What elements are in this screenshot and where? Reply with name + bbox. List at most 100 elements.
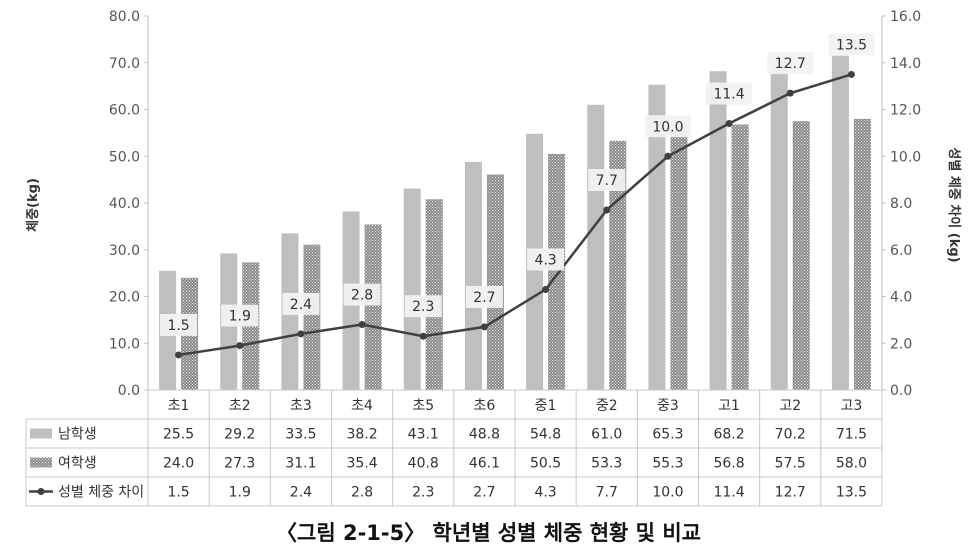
table-cell: 57.5 [775, 456, 806, 472]
table-cell: 24.0 [163, 456, 194, 472]
y-tick-label: 80.0 [109, 9, 140, 25]
table-cell: 48.8 [469, 427, 500, 443]
data-label-box [706, 82, 753, 105]
table-cell: 54.8 [530, 427, 561, 443]
data-label-layer: 1.5 1.9 2.4 2.8 2.3 2.7 4.3 7.7 10.0 11.4 12.7 13.5 [160, 33, 875, 336]
table-cell: 61.0 [591, 427, 622, 443]
data-label: 2.7 [473, 290, 495, 306]
bar-boys [709, 71, 727, 390]
y-right-tick-label: 12.0 [890, 103, 921, 119]
y-tick-label: 20.0 [109, 290, 140, 306]
table-cell: 25.5 [163, 427, 194, 443]
data-label: 1.5 [167, 318, 189, 334]
bar-girls [548, 153, 566, 390]
y-tick-label: 60.0 [109, 103, 140, 119]
point-diff [297, 330, 305, 338]
bar-girls [303, 244, 321, 390]
bar-boys [464, 161, 482, 390]
y-right-tick-label: 16.0 [890, 9, 921, 25]
bar-boys [403, 188, 421, 390]
data-label: 1.9 [229, 309, 251, 325]
table-cell: 10.0 [652, 485, 683, 501]
table-cell: 55.3 [652, 456, 683, 472]
y-tick-label: 0.0 [118, 383, 140, 399]
table-cell: 58.0 [836, 456, 867, 472]
data-label-box [767, 52, 814, 75]
table-cell: 70.2 [775, 427, 806, 443]
table-cell: 31.1 [285, 456, 316, 472]
y-tick-label: 70.0 [109, 56, 140, 72]
table-cell: 53.3 [591, 456, 622, 472]
legend-label: 여학생 [58, 456, 97, 472]
axes-layer: 0.0 10.0 20.0 30.0 40.0 50.0 60.0 70.0 80.0 0.0 2.… [109, 9, 921, 399]
data-label-box [465, 285, 503, 308]
data-label: 11.4 [713, 87, 744, 103]
x-tick-label: 초1 [168, 398, 190, 414]
chart: 0.0 10.0 20.0 30.0 40.0 50.0 60.0 70.0 80.0 0.0 2.… [25, 9, 962, 507]
y-right-tick-label: 14.0 [890, 56, 921, 72]
x-tick-label: 고2 [779, 398, 801, 414]
table-cell: 50.5 [530, 456, 561, 472]
table-cell: 11.4 [713, 485, 744, 501]
line-layer [175, 70, 855, 359]
y-right-tick-label: 2.0 [890, 336, 912, 352]
y-axis-label: 체중(kg) [26, 178, 41, 232]
data-label-box [160, 313, 198, 336]
point-diff [480, 323, 488, 331]
bar-boys [770, 61, 788, 390]
data-label: 12.7 [775, 56, 806, 72]
figure-caption: 〈그림 2-1-5〉 학년별 성별 체중 현황 및 비교 [276, 521, 701, 545]
table-cell: 35.4 [346, 456, 377, 472]
data-label-box [588, 169, 626, 192]
table-cell: 68.2 [713, 427, 744, 443]
bar-girls [425, 199, 443, 390]
bar-girls [853, 118, 871, 390]
data-table: 초1 초2 초3 초4 초5 초6 중1 중2 중3 고1 고2 고3 남학생 25.5 29.2 33.5 3… [25, 389, 883, 507]
bar-girls [731, 124, 749, 391]
table-cell: 2.7 [473, 485, 495, 501]
y-right-tick-label: 10.0 [890, 149, 921, 165]
legend-label: 성별 체중 차이 [58, 485, 144, 501]
data-label-box [527, 248, 565, 271]
y-right-tick-label: 4.0 [890, 290, 912, 306]
data-label-box [221, 304, 259, 327]
point-diff [786, 89, 794, 97]
x-tick-label: 초3 [290, 398, 312, 414]
data-label-box [404, 295, 442, 318]
legend-key-boys [30, 428, 52, 439]
y-tick-label: 40.0 [109, 196, 140, 212]
point-diff [419, 332, 427, 340]
data-label-box [282, 292, 320, 315]
legend-key-diff-marker [37, 488, 45, 495]
data-label: 7.7 [596, 173, 618, 189]
bar-boys [587, 104, 605, 390]
data-label-box [343, 283, 381, 306]
table-cell: 12.7 [775, 485, 806, 501]
y-right-tick-label: 8.0 [890, 196, 912, 212]
y-tick-label: 10.0 [109, 336, 140, 352]
table-cell: 13.5 [836, 485, 867, 501]
data-label-box [644, 115, 691, 138]
table-cell: 2.8 [351, 485, 373, 501]
x-tick-label: 초5 [412, 398, 434, 414]
point-diff [358, 321, 366, 329]
x-tick-label: 고1 [718, 398, 740, 414]
point-diff [725, 120, 733, 128]
point-diff [236, 342, 244, 350]
table-cell: 46.1 [469, 456, 500, 472]
x-tick-label: 초2 [229, 398, 251, 414]
table-cell: 56.8 [713, 456, 744, 472]
table-cell: 40.8 [408, 456, 439, 472]
x-tick-label: 초6 [474, 398, 496, 414]
point-diff [847, 70, 855, 78]
x-tick-label: 중1 [535, 398, 557, 414]
y-right-tick-label: 6.0 [890, 243, 912, 259]
table-cell: 27.3 [224, 456, 255, 472]
table-cell: 33.5 [285, 427, 316, 443]
table-cell: 2.4 [290, 485, 312, 501]
y-right-tick-label: 0.0 [890, 383, 912, 399]
legend-key-girls [30, 457, 52, 468]
table-cell: 65.3 [652, 427, 683, 443]
y-tick-label: 50.0 [109, 149, 140, 165]
y-axis-right-label: 성별 체중 차이 (kg) [946, 147, 962, 262]
